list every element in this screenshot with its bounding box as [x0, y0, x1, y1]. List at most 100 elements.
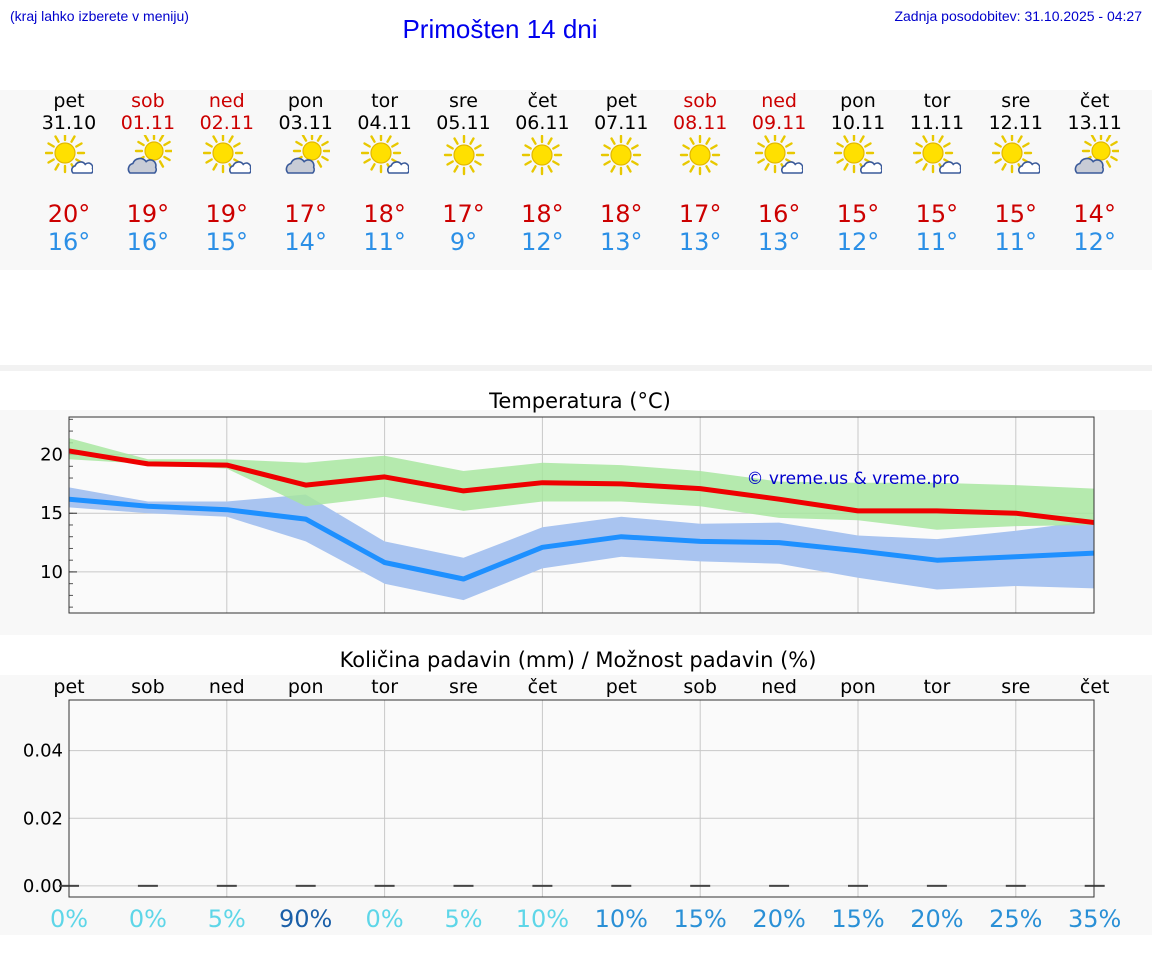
day-name: ned: [208, 90, 245, 112]
precipitation-bar: [453, 884, 474, 887]
sun-icon: [597, 134, 645, 179]
day-name: tor: [923, 90, 951, 112]
min-temperature: 14°: [284, 228, 327, 256]
precipitation-bar: [216, 884, 237, 887]
separator-band: [0, 365, 1152, 371]
day-name: pet: [605, 90, 637, 112]
precip-day-label: ned: [761, 676, 797, 698]
day-date: 09.11: [751, 112, 807, 134]
precip-day-label: sre: [1001, 676, 1030, 698]
sun-behind-cloud-icon: [1071, 131, 1120, 179]
precipitation-plot-frame: [68, 699, 1095, 898]
precipitation-plot-area: [69, 700, 1094, 897]
precipitation-bar: [769, 884, 790, 887]
precip-day-label: pet: [53, 676, 84, 698]
day-date: 05.11: [436, 112, 491, 134]
temperature-series-group: [69, 438, 1094, 601]
precipitation-bar: [295, 884, 316, 887]
y-tick-label: 0.00: [23, 876, 63, 897]
day-name: sob: [683, 90, 717, 112]
max-temperature: 17°: [678, 200, 722, 228]
min-temperature: 12°: [521, 228, 564, 256]
min-temperature: 11°: [915, 228, 959, 256]
sun-cloud-icon: [202, 132, 252, 179]
sun-icon: [676, 134, 724, 179]
day-name: ned: [761, 90, 797, 112]
precipitation-bar: [374, 884, 395, 887]
location-hint: (kraj lahko izberete v meniju): [10, 8, 189, 24]
min-temperature: 16°: [47, 228, 91, 256]
day-name: sre: [449, 90, 478, 112]
day-date: 08.11: [672, 112, 728, 134]
min-temperature: 11°: [363, 228, 406, 256]
min-temperature: 12°: [1073, 228, 1116, 256]
precip-day-label: sob: [683, 676, 717, 698]
y-tick-label: 15: [40, 503, 63, 524]
day-name: čet: [527, 90, 558, 112]
max-temperature: 17°: [442, 200, 485, 228]
max-temperature: 16°: [757, 200, 801, 228]
y-tick-label: 20: [40, 445, 63, 466]
precipitation-bar: [611, 884, 632, 887]
y-tick-label: 10: [40, 562, 63, 583]
precipitation-probability: 25%: [989, 905, 1042, 933]
day-name: sre: [1001, 90, 1031, 112]
day-name: čet: [1079, 90, 1110, 112]
max-temperature: 18°: [600, 200, 643, 228]
precipitation-probability: 10%: [595, 905, 648, 933]
day-date: 12.11: [988, 112, 1043, 134]
precipitation-probability: 35%: [1068, 905, 1121, 933]
precipitation-probability: 5%: [444, 905, 482, 933]
precipitation-bar: [137, 884, 158, 887]
day-date: 03.11: [278, 112, 333, 134]
y-tick-label: 0.04: [23, 741, 63, 762]
min-temperature: 15°: [205, 228, 249, 256]
precipitation-probability: 20%: [910, 905, 963, 933]
sun-icon: [440, 134, 488, 179]
precip-day-label: pon: [288, 676, 324, 698]
max-temperature: 15°: [915, 200, 959, 228]
day-date: 06.11: [515, 112, 570, 134]
sun-behind-cloud-icon: [282, 131, 331, 179]
day-date: 11.11: [909, 112, 965, 134]
day-name: sob: [131, 90, 165, 112]
day-name: tor: [371, 90, 399, 112]
min-temperature-line: [69, 496, 1094, 582]
precipitation-probability: 90%: [279, 905, 332, 933]
precip-day-label: pon: [840, 676, 876, 698]
max-temperature: 19°: [126, 200, 170, 228]
sun-cloud-icon: [360, 132, 410, 179]
precipitation-bar: [532, 884, 553, 887]
day-date: 07.11: [594, 112, 649, 134]
max-temperature: 14°: [1073, 200, 1116, 228]
precipitation-bar: [690, 884, 711, 887]
max-temperature: 18°: [363, 200, 406, 228]
day-name: pet: [53, 90, 85, 112]
max-temperature: 15°: [994, 200, 1038, 228]
precipitation-bar: [848, 884, 868, 887]
sun-cloud-icon: [754, 132, 804, 179]
day-date: 02.11: [199, 112, 254, 134]
precipitation-bar: [1084, 884, 1105, 887]
precip-day-label: sre: [449, 676, 478, 698]
precipitation-probability: 15%: [831, 905, 884, 933]
precipitation-probability: 15%: [674, 905, 727, 933]
day-name: pon: [287, 90, 324, 112]
min-temperature: 13°: [678, 228, 722, 256]
min-temperature: 11°: [994, 228, 1038, 256]
day-date: 04.11: [357, 112, 412, 134]
min-temperature: 13°: [757, 228, 801, 256]
precipitation-chart-title: Količina padavin (mm) / Možnost padavin …: [340, 648, 817, 672]
min-temperature: 9°: [449, 228, 478, 256]
max-temperature: 18°: [521, 200, 564, 228]
sun-behind-cloud-icon: [124, 131, 174, 179]
y-tick-label: 0.02: [23, 808, 63, 829]
precip-day-label: sob: [131, 676, 165, 698]
precipitation-bar: [926, 884, 947, 887]
max-temperature: 17°: [284, 200, 327, 228]
day-name: pon: [840, 90, 876, 112]
temperature-chart: Temperatura (°C) 10 15 20 © vreme.us & vreme…: [40, 389, 1095, 614]
max-temperature: 15°: [836, 200, 880, 228]
min-temperature: 12°: [836, 228, 880, 256]
max-temperature-line: [69, 448, 1094, 526]
